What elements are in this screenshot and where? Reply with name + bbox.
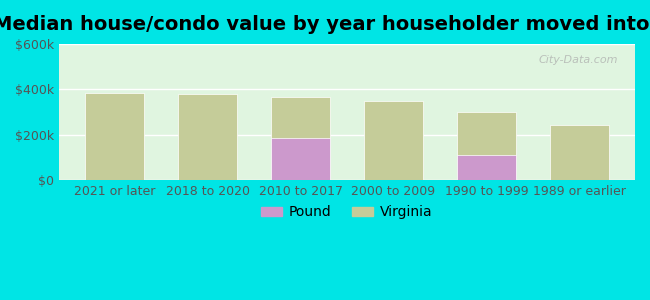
- Bar: [457, 155, 515, 180]
- Bar: [85, 93, 144, 180]
- Title: Median house/condo value by year householder moved into unit: Median house/condo value by year househo…: [0, 15, 650, 34]
- Bar: [178, 94, 237, 180]
- Legend: Pound, Virginia: Pound, Virginia: [255, 200, 439, 225]
- Bar: [550, 124, 608, 180]
- Bar: [364, 101, 423, 180]
- Bar: [457, 112, 515, 180]
- Text: City-Data.com: City-Data.com: [538, 55, 617, 65]
- Bar: [271, 97, 330, 180]
- Bar: [271, 138, 330, 180]
